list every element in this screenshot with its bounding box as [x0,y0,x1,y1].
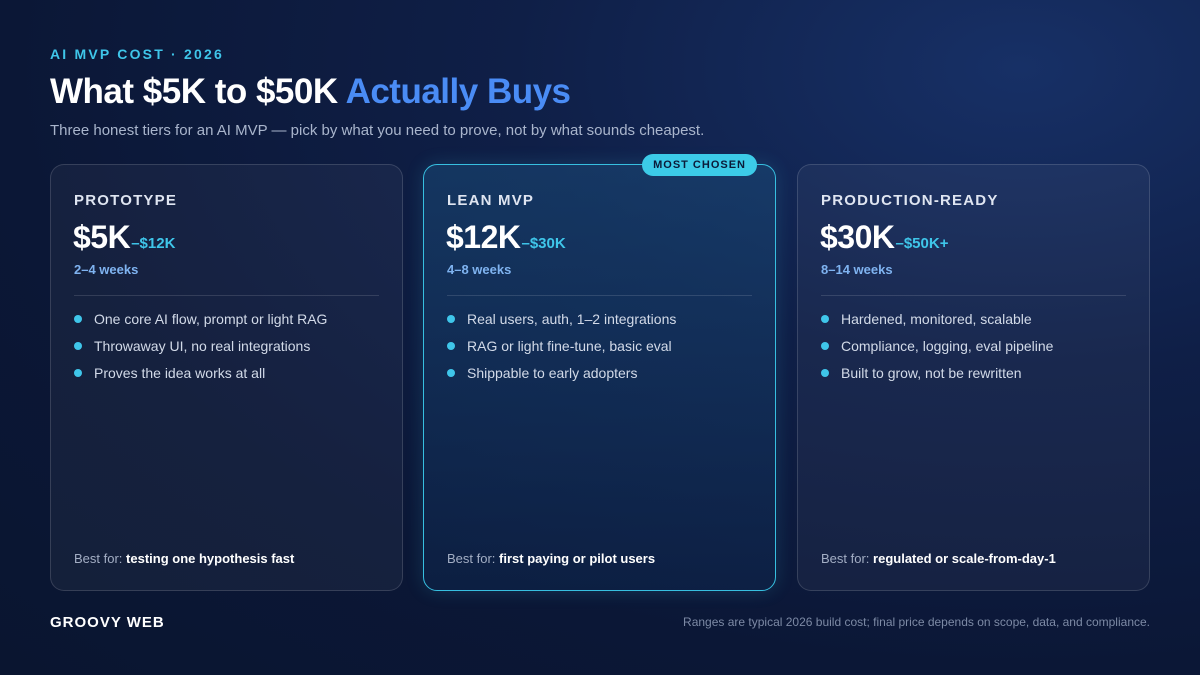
bullet-dot-icon [447,315,455,323]
best-for: Best for: testing one hypothesis fast [74,551,294,566]
best-for-label: Best for: [74,551,123,566]
feature-text: Hardened, monitored, scalable [841,311,1032,327]
tier-duration: 4–8 weeks [447,262,512,277]
bullet-dot-icon [447,369,455,377]
bullet-dot-icon [74,315,82,323]
footnote: Ranges are typical 2026 build cost; fina… [683,615,1150,629]
feature-item: Shippable to early adopters [447,364,676,391]
brand-logo: GROOVY WEB [50,614,165,631]
price-main: $12K [446,219,521,255]
feature-list: One core AI flow, prompt or light RAG Th… [74,310,327,391]
feature-item: Real users, auth, 1–2 integrations [447,310,676,337]
feature-list: Real users, auth, 1–2 integrations RAG o… [447,310,676,391]
eyebrow-label: AI MVP COST · 2026 [50,46,224,62]
feature-text: Built to grow, not be rewritten [841,365,1022,381]
feature-item: Throwaway UI, no real integrations [74,337,327,364]
page-subtitle: Three honest tiers for an AI MVP — pick … [50,122,705,139]
feature-list: Hardened, monitored, scalable Compliance… [821,310,1053,391]
feature-text: Shippable to early adopters [467,365,638,381]
card-divider [74,295,379,296]
bullet-dot-icon [74,369,82,377]
price-range: –$30K [521,235,566,252]
tier-name: LEAN MVP [447,192,535,209]
feature-item: RAG or light fine-tune, basic eval [447,337,676,364]
feature-text: Compliance, logging, eval pipeline [841,338,1054,354]
feature-text: One core AI flow, prompt or light RAG [94,311,328,327]
bullet-dot-icon [821,369,829,377]
price-range: –$50K+ [895,235,949,252]
tier-duration: 8–14 weeks [821,262,893,277]
feature-item: Built to grow, not be rewritten [821,364,1053,391]
tier-price: $12K–$30K [446,219,566,256]
bullet-dot-icon [821,315,829,323]
feature-item: One core AI flow, prompt or light RAG [74,310,327,337]
tier-duration: 2–4 weeks [74,262,139,277]
feature-item: Compliance, logging, eval pipeline [821,337,1053,364]
feature-item: Proves the idea works at all [74,364,327,391]
title-main: What $5K to $50K [50,72,338,111]
most-chosen-badge: MOST CHOSEN [642,154,757,176]
best-for-value: testing one hypothesis fast [126,551,295,566]
price-range: –$12K [131,235,176,252]
tier-name: PRODUCTION-READY [821,192,999,209]
best-for: Best for: regulated or scale-from-day-1 [821,551,1056,566]
card-divider [447,295,752,296]
feature-text: Proves the idea works at all [94,365,266,381]
best-for-label: Best for: [821,551,870,566]
feature-text: Throwaway UI, no real integrations [94,338,311,354]
page-title: What $5K to $50K Actually Buys [50,72,571,112]
tier-price: $5K–$12K [73,219,175,256]
tier-card-prototype: PROTOTYPE $5K–$12K 2–4 weeks One core AI… [50,164,403,591]
bullet-dot-icon [447,342,455,350]
card-divider [821,295,1126,296]
best-for-label: Best for: [447,551,496,566]
tier-card-lean-mvp: MOST CHOSEN LEAN MVP $12K–$30K 4–8 weeks… [423,154,776,591]
feature-text: Real users, auth, 1–2 integrations [467,311,677,327]
bullet-dot-icon [74,342,82,350]
tier-name: PROTOTYPE [74,192,178,209]
price-main: $30K [820,219,895,255]
bullet-dot-icon [821,342,829,350]
feature-item: Hardened, monitored, scalable [821,310,1053,337]
tier-price: $30K–$50K+ [820,219,948,256]
best-for-value: regulated or scale-from-day-1 [873,551,1056,566]
best-for-value: first paying or pilot users [499,551,656,566]
best-for: Best for: first paying or pilot users [447,551,655,566]
feature-text: RAG or light fine-tune, basic eval [467,338,672,354]
price-main: $5K [73,219,131,255]
title-accent: Actually Buys [345,72,571,111]
tier-card-production-ready: PRODUCTION-READY $30K–$50K+ 8–14 weeks H… [797,164,1150,591]
